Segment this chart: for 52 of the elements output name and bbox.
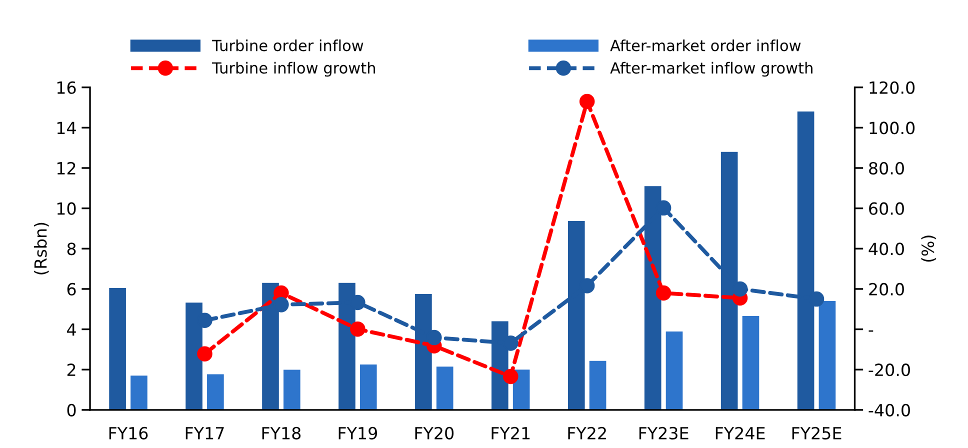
y-tick-label: 8 [67,242,76,256]
y2-tick-label: -20.0 [868,364,910,376]
point [579,94,595,110]
x-tick-label: FY19 [338,426,377,440]
bar [207,374,224,410]
point [426,330,442,346]
point [732,281,748,297]
legend-label: Turbine order inflow [212,39,364,52]
y-tick-label: 14 [57,122,76,134]
y-tick-label: 2 [67,364,76,376]
y2-tick-label: 20.0 [869,282,904,296]
bar [109,288,126,410]
y-tick-label: 16 [57,81,76,94]
x-tick-label: FY16 [109,426,148,440]
y2-tick-label: - [868,330,874,332]
x-tick-label: FY17 [186,427,224,440]
y-tick-label: 12 [57,162,76,174]
bar [818,301,836,410]
point [350,321,366,337]
bar [436,366,454,410]
x-tick-label: FY22 [568,426,606,440]
bar [589,360,606,410]
y-tick-label: 6 [67,282,76,296]
x-tick-label: FY25E [792,426,842,440]
x-tick-label: FY21 [492,426,530,440]
y2-tick-label: 80.0 [869,162,904,175]
bar [666,332,683,410]
y2-tick-label: 40.0 [868,242,904,256]
x-tick-label: FY18 [262,426,301,440]
bar [742,316,760,410]
bar [360,364,377,410]
x-tick-label: FY23E [639,426,688,440]
y2-tick-label: 100.0 [870,122,915,134]
y-axis-title: (Rsbn) [34,222,49,274]
legend-label: After-market order inflow [610,39,801,52]
point [656,285,672,301]
y-tick-label: 10 [57,202,76,215]
y2-tick-label: -40.0 [868,404,910,416]
bar [284,370,300,410]
y2-axis-title: (%) [921,236,936,262]
y-tick-label: 4 [67,323,76,336]
point [502,368,518,384]
point [274,297,289,312]
legend-label: Turbine inflow growth [212,62,375,77]
x-tick-label: FY24E [716,426,765,440]
y2-tick-label: 60.0 [869,202,904,215]
point [197,346,212,362]
x-tick-label: FY20 [415,426,454,440]
y2-tick-label: 120.0 [870,81,915,94]
legend-label: After-market inflow growth [610,62,812,77]
bar [130,376,148,410]
y-tick-label: 0 [67,404,76,416]
